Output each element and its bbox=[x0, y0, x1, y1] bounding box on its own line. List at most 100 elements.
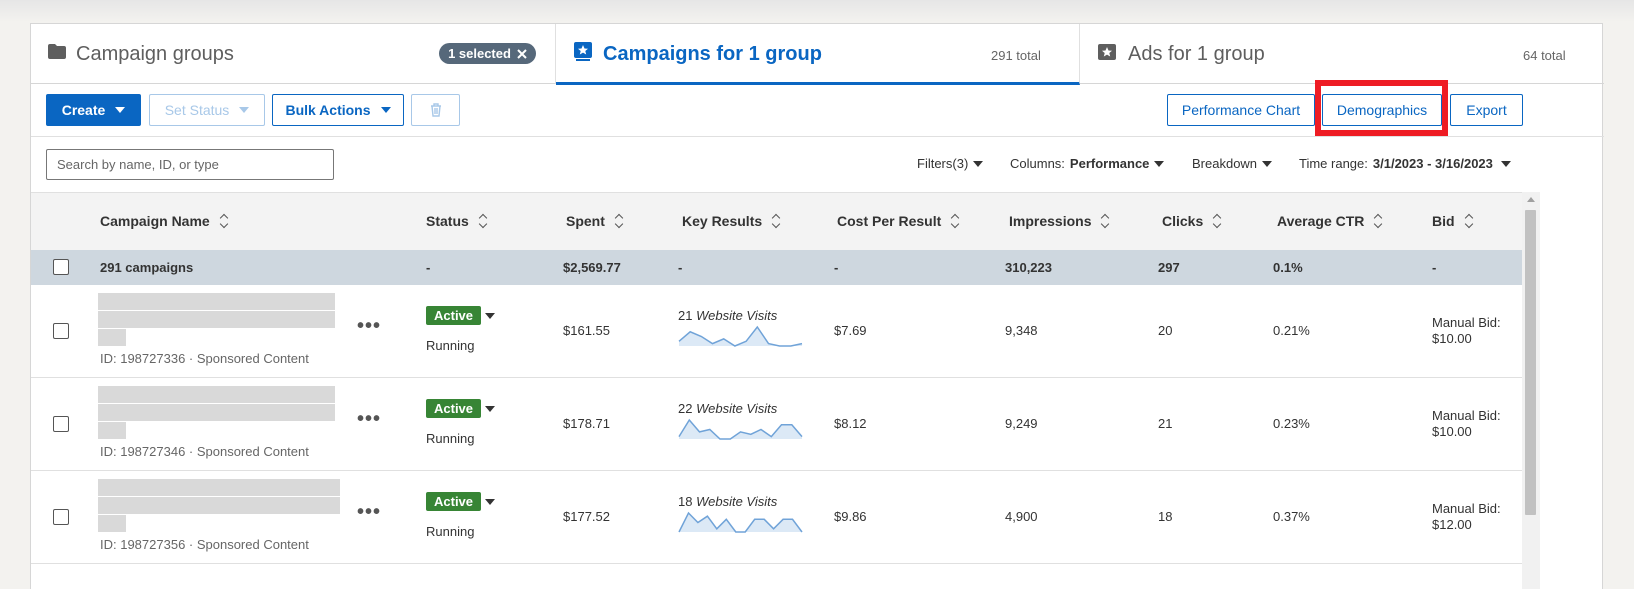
summary-status: - bbox=[426, 260, 431, 275]
chevron-down-icon bbox=[239, 107, 250, 113]
clicks-value: 20 bbox=[1158, 323, 1173, 338]
trash-icon bbox=[430, 103, 441, 117]
row-checkbox[interactable] bbox=[53, 323, 69, 339]
spent-value: $178.71 bbox=[563, 416, 610, 431]
impressions-value: 4,900 bbox=[1005, 509, 1038, 524]
close-icon[interactable] bbox=[517, 48, 527, 59]
sort-icon[interactable] bbox=[772, 214, 781, 228]
create-button[interactable]: Create bbox=[46, 94, 141, 126]
key-results: 22 Website Visits bbox=[678, 401, 777, 416]
breakdown-dropdown[interactable]: Breakdown bbox=[1192, 156, 1273, 171]
summary-ctr: 0.1% bbox=[1273, 260, 1303, 275]
columns-dropdown[interactable]: Columns: Performance bbox=[1010, 156, 1165, 171]
key-results: 18 Website Visits bbox=[678, 494, 777, 509]
row-checkbox[interactable] bbox=[53, 416, 69, 432]
demographics-button[interactable]: Demographics bbox=[1322, 94, 1442, 126]
bulk-actions-button[interactable]: Bulk Actions bbox=[272, 94, 404, 126]
column-header-clicks[interactable]: Clicks bbox=[1162, 213, 1222, 229]
summary-clicks: 297 bbox=[1158, 260, 1180, 275]
summary-bid: - bbox=[1432, 260, 1437, 275]
sort-icon[interactable] bbox=[220, 214, 229, 228]
sort-icon[interactable] bbox=[479, 214, 488, 228]
export-button[interactable]: Export bbox=[1450, 94, 1523, 126]
campaigns-count: 291 total bbox=[991, 48, 1041, 63]
columns-label: Columns: bbox=[1010, 156, 1065, 171]
spent-value: $177.52 bbox=[563, 509, 610, 524]
selected-badge[interactable]: 1 selected bbox=[439, 43, 536, 64]
scroll-up-arrow-icon[interactable] bbox=[1527, 197, 1535, 202]
column-header-key-results[interactable]: Key Results bbox=[682, 213, 781, 229]
performance-chart-button[interactable]: Performance Chart bbox=[1167, 94, 1315, 126]
column-header-label: Average CTR bbox=[1277, 213, 1365, 229]
filters-dropdown[interactable]: Filters(3) bbox=[917, 156, 984, 171]
sparkline-line bbox=[678, 511, 803, 533]
sparkline bbox=[678, 325, 803, 347]
status-chevron-down-icon[interactable] bbox=[485, 499, 495, 505]
column-header-label: Campaign Name bbox=[100, 213, 210, 229]
delete-button[interactable] bbox=[411, 94, 460, 126]
sparkline-line bbox=[678, 325, 803, 347]
column-header-cost-per-result[interactable]: Cost Per Result bbox=[837, 213, 960, 229]
column-header-status[interactable]: Status bbox=[426, 213, 488, 229]
sort-icon[interactable] bbox=[1213, 214, 1222, 228]
column-header-label: Bid bbox=[1432, 213, 1455, 229]
tab-ads[interactable]: Ads for 1 group 64 total bbox=[1080, 24, 1604, 84]
more-options-icon[interactable]: ••• bbox=[357, 408, 382, 430]
clicks-value: 18 bbox=[1158, 509, 1173, 524]
table-row: ID: 198727356 · Sponsored Content ••• Ac… bbox=[31, 471, 1522, 564]
redacted-name bbox=[98, 497, 340, 514]
bid-type: Manual Bid: bbox=[1432, 315, 1501, 330]
column-header-average-ctr[interactable]: Average CTR bbox=[1277, 213, 1383, 229]
status-chevron-down-icon[interactable] bbox=[485, 406, 495, 412]
filters-label: Filters(3) bbox=[917, 156, 969, 171]
status-badge: Active bbox=[426, 399, 482, 418]
sort-icon[interactable] bbox=[615, 214, 624, 228]
summary-spent: $2,569.77 bbox=[563, 260, 621, 275]
ctr-value: 0.21% bbox=[1273, 323, 1310, 338]
ads-count: 64 total bbox=[1523, 48, 1566, 63]
search-input[interactable] bbox=[46, 149, 334, 180]
chevron-down-icon bbox=[973, 160, 984, 167]
status-badge: Active bbox=[426, 492, 482, 511]
more-options-icon[interactable]: ••• bbox=[357, 501, 382, 523]
status-chevron-down-icon[interactable] bbox=[485, 313, 495, 319]
column-header-label: Key Results bbox=[682, 213, 763, 229]
column-header-bid[interactable]: Bid bbox=[1432, 213, 1474, 229]
scrollbar-thumb[interactable] bbox=[1525, 210, 1536, 515]
column-header-campaign-name[interactable]: Campaign Name bbox=[100, 213, 229, 229]
more-options-icon[interactable]: ••• bbox=[357, 315, 382, 337]
demographics-label: Demographics bbox=[1336, 102, 1428, 118]
key-results-count: 21 bbox=[678, 308, 693, 323]
redacted-name bbox=[98, 386, 335, 403]
sort-icon[interactable] bbox=[1465, 214, 1474, 228]
redacted-name bbox=[98, 404, 335, 421]
status-text: Running bbox=[426, 524, 475, 539]
export-label: Export bbox=[1466, 102, 1507, 118]
tab-campaign-groups[interactable]: Campaign groups 1 selected bbox=[31, 24, 556, 84]
set-status-button[interactable]: Set Status bbox=[149, 94, 265, 126]
tab-campaigns[interactable]: Campaigns for 1 group 291 total bbox=[556, 24, 1080, 85]
column-header-label: Impressions bbox=[1009, 213, 1092, 229]
sort-icon[interactable] bbox=[1101, 214, 1110, 228]
cost-per-result-value: $8.12 bbox=[834, 416, 867, 431]
set-status-label: Set Status bbox=[164, 102, 230, 118]
sort-icon[interactable] bbox=[951, 214, 960, 228]
tab-campaign-groups-label: Campaign groups bbox=[76, 43, 234, 65]
column-header-label: Spent bbox=[566, 213, 605, 229]
key-results-label: Website Visits bbox=[696, 308, 778, 323]
sort-icon[interactable] bbox=[1374, 214, 1383, 228]
time-range-value: 3/1/2023 - 3/16/2023 bbox=[1372, 156, 1493, 171]
column-header-impressions[interactable]: Impressions bbox=[1009, 213, 1110, 229]
chevron-down-icon bbox=[380, 107, 391, 113]
columns-value: Performance bbox=[1069, 156, 1150, 171]
select-all-checkbox[interactable] bbox=[53, 259, 69, 275]
spent-value: $161.55 bbox=[563, 323, 610, 338]
row-checkbox[interactable] bbox=[53, 509, 69, 525]
time-range-dropdown[interactable]: Time range: 3/1/2023 - 3/16/2023 bbox=[1299, 156, 1511, 171]
sparkline-area bbox=[679, 420, 802, 439]
redacted-name bbox=[98, 479, 340, 496]
chevron-down-icon bbox=[1500, 160, 1511, 167]
column-header-spent[interactable]: Spent bbox=[566, 213, 624, 229]
bid-type: Manual Bid: bbox=[1432, 408, 1501, 423]
bid-amount: $10.00 bbox=[1432, 331, 1472, 346]
